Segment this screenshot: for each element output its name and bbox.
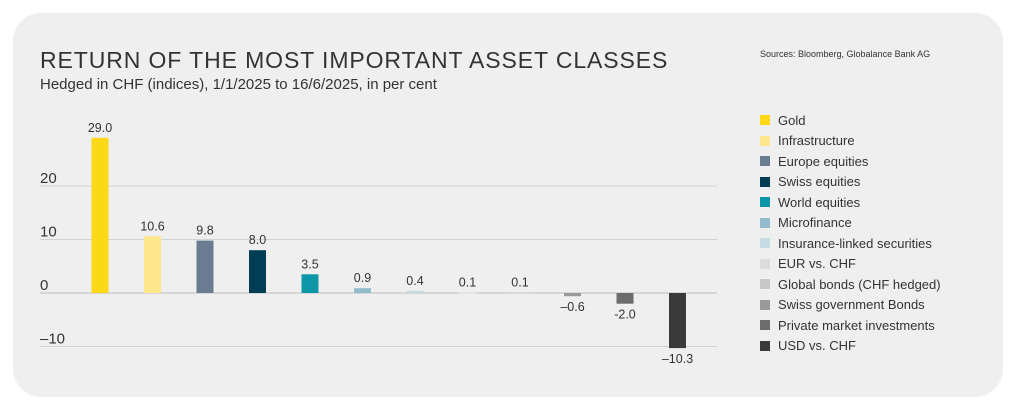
data-label: –0.6 xyxy=(560,300,584,314)
legend-item: Insurance-linked securities xyxy=(760,233,941,254)
legend-swatch xyxy=(760,176,770,187)
data-label: -2.0 xyxy=(614,308,636,322)
legend-swatch xyxy=(760,258,770,269)
y-tick-label: –10 xyxy=(40,331,65,348)
legend-label: Global bonds (CHF hedged) xyxy=(778,276,941,292)
legend-swatch xyxy=(760,115,770,126)
legend-swatch xyxy=(760,320,770,331)
legend-item: Europe equities xyxy=(760,151,941,172)
legend-label: Europe equities xyxy=(778,153,869,169)
chart-card xyxy=(13,13,1003,397)
legend-item: Private market investments xyxy=(760,315,941,336)
bar xyxy=(406,290,424,293)
legend-item: Microfinance xyxy=(760,213,941,234)
bar xyxy=(91,137,109,293)
legend-swatch xyxy=(760,197,770,208)
legend-item: Swiss equities xyxy=(760,172,941,193)
y-tick-label: 10 xyxy=(40,224,57,241)
legend-swatch xyxy=(760,279,770,290)
legend-item: EUR vs. CHF xyxy=(760,254,941,275)
legend-label: Microfinance xyxy=(778,215,852,231)
legend-item: Global bonds (CHF hedged) xyxy=(760,274,941,295)
bar xyxy=(301,274,319,293)
legend-label: Infrastructure xyxy=(778,133,855,149)
legend-swatch xyxy=(760,156,770,167)
y-tick-label: 20 xyxy=(40,170,57,187)
legend-label: USD vs. CHF xyxy=(778,338,856,354)
legend-swatch xyxy=(760,340,770,351)
data-label: 8.0 xyxy=(249,233,266,247)
legend-label: World equities xyxy=(778,194,861,210)
legend-item: Gold xyxy=(760,110,941,131)
bar xyxy=(669,293,686,349)
chart-subtitle: Hedged in CHF (indices), 1/1/2025 to 16/… xyxy=(40,76,437,93)
bar xyxy=(144,236,161,293)
data-label: 0.9 xyxy=(354,271,371,285)
legend-swatch xyxy=(760,217,770,228)
legend-label: EUR vs. CHF xyxy=(778,256,856,272)
data-label: 0.1 xyxy=(511,275,528,289)
legend-item: World equities xyxy=(760,192,941,213)
legend-label: Gold xyxy=(778,112,806,128)
source-note: Sources: Bloomberg, Globalance Bank AG xyxy=(760,49,931,59)
legend-item: USD vs. CHF xyxy=(760,336,941,357)
legend-swatch xyxy=(760,238,770,249)
legend: Gold Infrastructure Europe equities Swiss e… xyxy=(760,110,941,356)
legend-label: Swiss equities xyxy=(778,174,861,190)
legend-label: Insurance-linked securities xyxy=(778,235,932,251)
legend-label: Private market investments xyxy=(778,317,935,333)
legend-item: Swiss government Bonds xyxy=(760,295,941,316)
chart-title: RETURN OF THE MOST IMPORTANT ASSET CLASS… xyxy=(40,47,669,73)
bar xyxy=(249,250,266,293)
data-label: 29.0 xyxy=(88,121,112,135)
legend-label: Swiss government Bonds xyxy=(778,297,925,313)
data-label: 0.4 xyxy=(406,274,423,288)
legend-item: Infrastructure xyxy=(760,131,941,152)
data-label: 10.6 xyxy=(140,219,164,233)
bar xyxy=(564,293,581,297)
data-label: –10.3 xyxy=(662,352,693,366)
legend-swatch xyxy=(760,135,770,146)
bar xyxy=(196,240,214,293)
data-label: 9.8 xyxy=(196,224,213,238)
data-label: 0.1 xyxy=(459,275,476,289)
bar xyxy=(511,292,529,294)
data-label: 3.5 xyxy=(301,257,318,271)
legend-swatch xyxy=(760,299,770,310)
bar xyxy=(616,293,634,304)
bar xyxy=(354,288,371,293)
y-tick-label: 0 xyxy=(40,277,48,294)
bar xyxy=(459,292,476,294)
